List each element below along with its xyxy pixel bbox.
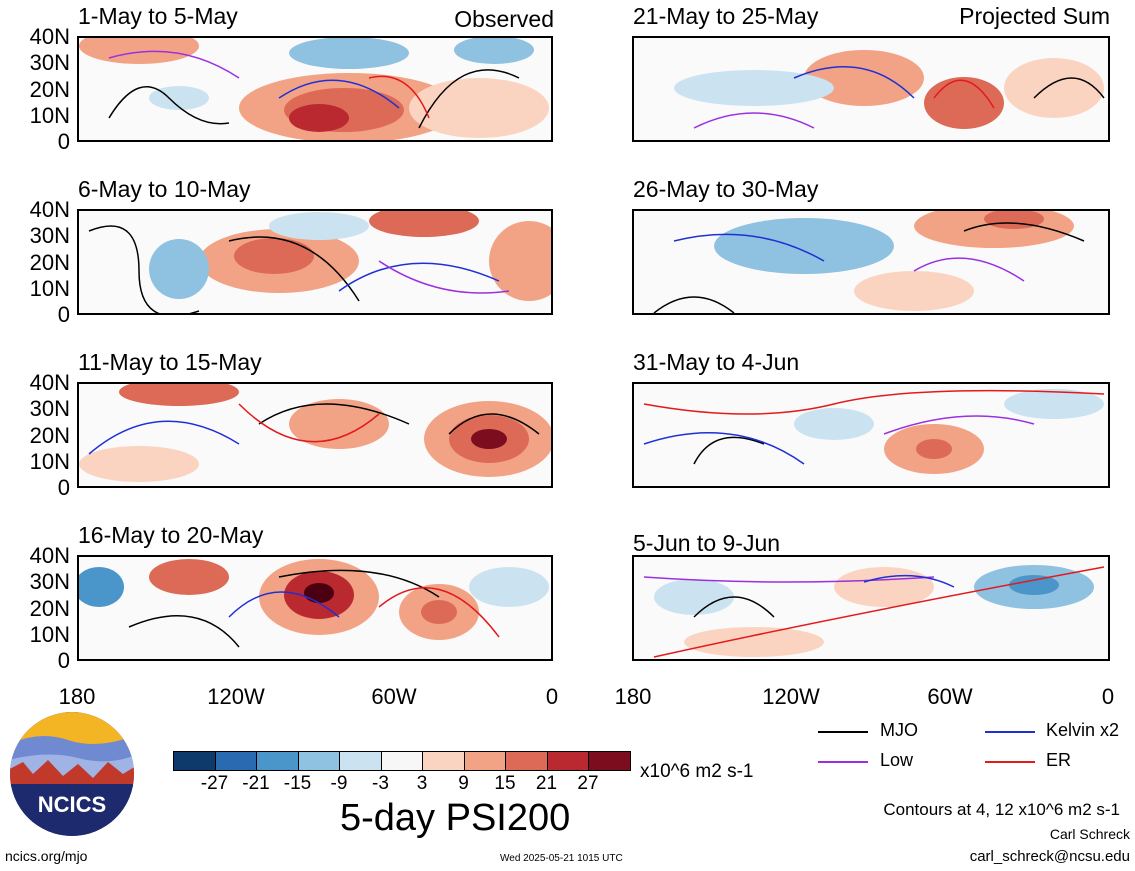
colorbar-cell	[214, 751, 257, 771]
panel-label-observed: Observed	[454, 6, 554, 32]
y-tick-30n: 30N	[29, 223, 70, 248]
panel-label-projected: Projected Sum	[959, 3, 1110, 29]
colorbar-cell	[256, 751, 299, 771]
y-tick-40n: 40N	[29, 24, 70, 49]
legend-line-er	[985, 761, 1035, 763]
colorbar-label: -15	[283, 773, 312, 794]
colorbar-label: 27	[577, 773, 599, 794]
colorbar-label: -21	[242, 773, 270, 794]
x-tick-0: 0	[1101, 684, 1115, 709]
colorbar-cell	[463, 751, 506, 771]
legend-line-kelvin	[985, 731, 1035, 733]
contours-note: Contours at 4, 12 x10^6 m2 s-1	[883, 800, 1120, 819]
colorbar-cell	[297, 751, 340, 771]
y-tick-20n: 20N	[29, 596, 70, 621]
colorbar-label: -3	[372, 773, 389, 794]
panel-title-8: 5-Jun to 9-Jun	[633, 530, 781, 556]
legend-label-kelvin: Kelvin x2	[1046, 720, 1120, 740]
y-tick-0: 0	[57, 129, 70, 154]
panel-title-2: 21-May to 25-May	[633, 3, 819, 29]
y-tick-0: 0	[57, 475, 70, 500]
colorbar-label: 15	[494, 773, 516, 794]
map-panel-5	[77, 382, 553, 488]
y-tick-0: 0	[57, 648, 70, 673]
y-tick-10n: 10N	[29, 449, 70, 474]
legend-label-mjo: MJO	[880, 720, 918, 740]
x-tick-60w: 60W	[371, 684, 417, 709]
y-tick-0: 0	[57, 302, 70, 327]
map-panel-3	[77, 209, 553, 315]
map-panel-6	[632, 382, 1110, 488]
map-panel-4	[632, 209, 1110, 315]
map-panel-1	[77, 36, 553, 142]
y-tick-40n: 40N	[29, 197, 70, 222]
map-panel-8	[632, 555, 1110, 661]
legend-label-low: Low	[880, 750, 914, 770]
map-panel-7	[77, 555, 553, 661]
x-tick-120w: 120W	[762, 684, 820, 709]
y-tick-10n: 10N	[29, 103, 70, 128]
colorbar-units: x10^6 m2 s-1	[640, 761, 754, 782]
legend-line-low	[818, 761, 868, 763]
legend-line-mjo	[818, 731, 868, 733]
colorbar-label: 3	[416, 773, 428, 794]
panel-title-7: 16-May to 20-May	[78, 522, 264, 548]
x-tick-180: 180	[614, 684, 652, 709]
y-tick-30n: 30N	[29, 396, 70, 421]
author-name: Carl Schreck	[1049, 826, 1130, 842]
panel-title-5: 11-May to 15-May	[78, 349, 262, 375]
x-tick-60w: 60W	[927, 684, 973, 709]
x-tick-0: 0	[545, 684, 559, 709]
ncics-logo: NCICS	[8, 710, 136, 838]
author-email: carl_schreck@ncsu.edu	[969, 848, 1130, 865]
colorbar-cell	[422, 751, 465, 771]
colorbar-cell	[588, 751, 631, 771]
colorbar-label: 21	[535, 773, 558, 794]
panel-title-4: 26-May to 30-May	[633, 176, 819, 202]
y-tick-20n: 20N	[29, 423, 70, 448]
y-tick-10n: 10N	[29, 622, 70, 647]
figure-title: 5-day PSI200	[340, 797, 571, 839]
legend-label-er: ER	[1046, 750, 1072, 770]
timestamp: Wed 2025-05-21 1015 UTC	[500, 853, 623, 864]
y-tick-20n: 20N	[29, 77, 70, 102]
panel-title-1: 1-May to 5-May	[78, 3, 238, 29]
x-tick-180: 180	[58, 684, 96, 709]
colorbar-label: 9	[458, 773, 469, 794]
y-tick-30n: 30N	[29, 50, 70, 75]
panel-title-6: 31-May to 4-Jun	[633, 349, 800, 375]
colorbar-cell	[505, 751, 548, 771]
y-tick-30n: 30N	[29, 569, 70, 594]
panel-title-3: 6-May to 10-May	[78, 176, 251, 202]
colorbar-cell	[339, 751, 382, 771]
y-tick-10n: 10N	[29, 276, 70, 301]
colorbar-cell	[173, 751, 216, 771]
y-tick-40n: 40N	[29, 370, 70, 395]
colorbar-cell	[546, 751, 589, 771]
y-tick-40n: 40N	[29, 543, 70, 568]
logo-text: NCICS	[38, 792, 106, 817]
site-url[interactable]: ncics.org/mjo	[5, 848, 88, 864]
map-panel-2	[632, 36, 1110, 142]
colorbar-cell	[380, 751, 423, 771]
colorbar-label: -9	[330, 773, 348, 794]
x-tick-120w: 120W	[207, 684, 265, 709]
colorbar-label: -27	[200, 773, 229, 794]
y-tick-20n: 20N	[29, 250, 70, 275]
